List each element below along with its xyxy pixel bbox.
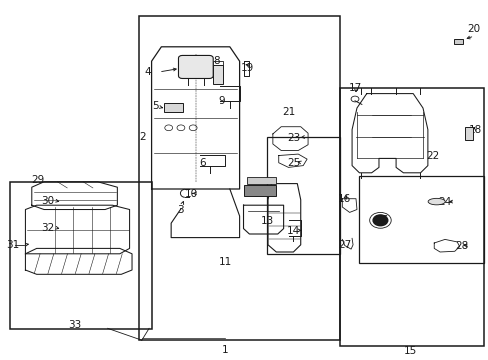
Text: 20: 20 <box>466 24 479 34</box>
Text: 17: 17 <box>347 83 361 93</box>
Text: 27: 27 <box>337 240 351 250</box>
Ellipse shape <box>427 198 444 205</box>
Text: 18: 18 <box>468 125 481 135</box>
Bar <box>139 16 339 340</box>
Bar <box>246 177 276 184</box>
Text: 22: 22 <box>425 150 439 161</box>
Bar <box>453 39 462 44</box>
Bar <box>266 137 339 254</box>
Text: 13: 13 <box>260 216 273 226</box>
Text: 15: 15 <box>403 346 417 356</box>
Text: 16: 16 <box>337 194 351 204</box>
Circle shape <box>372 215 387 226</box>
Text: 4: 4 <box>144 67 151 77</box>
Bar <box>359 176 483 263</box>
Text: 19: 19 <box>240 63 253 73</box>
Text: 9: 9 <box>218 96 224 106</box>
Bar <box>212 65 223 84</box>
Text: 3: 3 <box>177 204 184 215</box>
Text: 30: 30 <box>41 196 54 206</box>
Text: 31: 31 <box>6 240 20 250</box>
Text: 28: 28 <box>454 240 468 251</box>
Text: 32: 32 <box>41 222 55 233</box>
Bar <box>339 88 483 346</box>
Bar <box>464 127 472 140</box>
Bar <box>164 103 183 112</box>
Text: 2: 2 <box>139 132 146 142</box>
Bar <box>10 182 151 329</box>
Text: 5: 5 <box>152 101 159 111</box>
Text: 8: 8 <box>213 56 220 66</box>
Text: 11: 11 <box>218 257 231 267</box>
Text: 29: 29 <box>31 175 44 185</box>
Text: 1: 1 <box>221 345 228 355</box>
Text: 14: 14 <box>286 226 300 236</box>
Text: 21: 21 <box>281 107 295 117</box>
Text: 7: 7 <box>187 71 194 81</box>
Text: 33: 33 <box>67 320 81 330</box>
Text: 23: 23 <box>286 132 300 143</box>
Text: 24: 24 <box>437 197 451 207</box>
Text: 25: 25 <box>286 158 300 168</box>
FancyBboxPatch shape <box>178 55 213 78</box>
Text: 6: 6 <box>199 158 206 168</box>
Text: 10: 10 <box>185 189 198 199</box>
Text: 12: 12 <box>252 189 265 199</box>
Text: 26: 26 <box>374 215 387 225</box>
Bar <box>244 185 276 196</box>
